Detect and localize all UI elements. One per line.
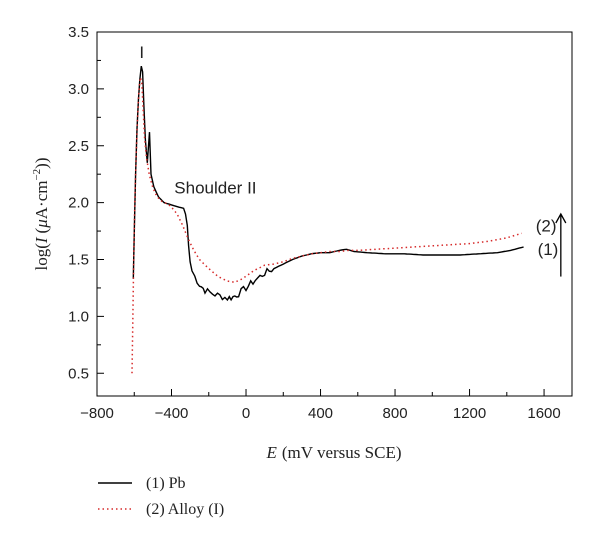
- legend: (1) Pb (2) Alloy (I): [98, 475, 224, 518]
- y-tick-label: 3.0: [68, 81, 89, 98]
- plot-frame: [96, 31, 573, 397]
- y-tick-label: 1.5: [68, 252, 89, 269]
- x-tick-label: 1600: [527, 405, 560, 422]
- y-tick-label: 3.5: [68, 24, 89, 41]
- trend-arrow-head: [555, 212, 567, 224]
- legend-label-pb: (1) Pb: [146, 475, 186, 492]
- x-axis-title: E (mV versus SCE): [265, 443, 401, 462]
- y-axis: 0.5 1.0 1.5 2.0 2.5 3.0 3.5: [68, 24, 104, 382]
- y-tick-label: 2.0: [68, 195, 89, 212]
- annotation-layer: I Shoulder II: [139, 43, 567, 277]
- x-tick-label: −400: [155, 405, 189, 422]
- series-end-label-1: (1): [538, 240, 559, 259]
- series-line-alloy: [131, 74, 522, 374]
- annotation-shoulder-ii: Shoulder II: [174, 179, 256, 198]
- legend-label-alloy: (2) Alloy (I): [146, 501, 224, 518]
- series-end-label-2: (2): [536, 216, 557, 235]
- x-axis: −800 −400 0 400 800 1200 1600: [80, 389, 561, 422]
- annotation-peak-i: I: [139, 43, 144, 62]
- y-axis-title: log(I(μA·cm−2)): [31, 157, 51, 270]
- x-tick-label: 1200: [453, 405, 486, 422]
- x-tick-label: 0: [242, 405, 250, 422]
- y-tick-label: 1.0: [68, 308, 89, 325]
- series-layer: (1)(2): [131, 65, 559, 374]
- x-tick-label: 400: [308, 405, 333, 422]
- x-tick-label: −800: [80, 405, 114, 422]
- y-tick-label: 2.5: [68, 138, 89, 155]
- plot-area: [96, 31, 573, 397]
- y-tick-label: 0.5: [68, 365, 89, 382]
- x-tick-label: 800: [383, 405, 408, 422]
